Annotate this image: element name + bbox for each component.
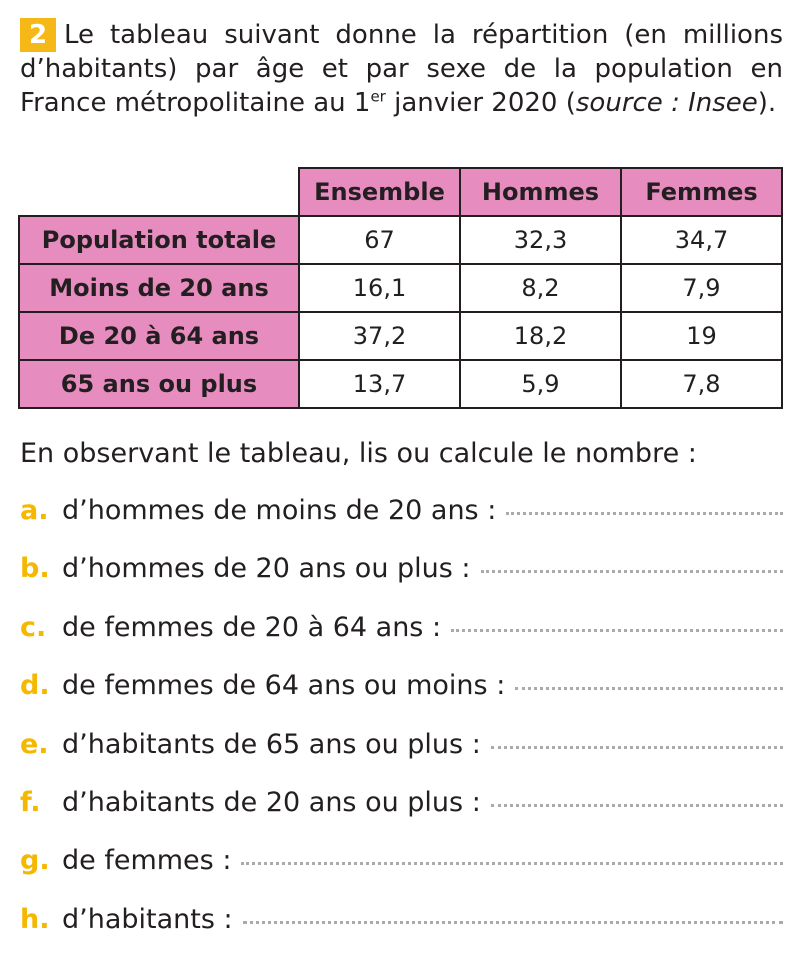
row-header: 65 ans ou plus xyxy=(18,359,300,409)
question-text: d’habitants de 65 ans ou plus : xyxy=(62,728,481,760)
question: b. d’hommes de 20 ans ou plus : xyxy=(20,553,783,611)
answer-line xyxy=(490,803,783,807)
answer-line xyxy=(515,687,783,691)
question-letter: d. xyxy=(20,670,50,702)
table-cell: 19 xyxy=(620,311,783,361)
question-text: de femmes de 64 ans ou moins : xyxy=(62,670,506,702)
row-header: Moins de 20 ans xyxy=(18,263,300,313)
question: e. d’habitants de 65 ans ou plus : xyxy=(20,729,783,787)
question: f. d’habitants de 20 ans ou plus : xyxy=(20,787,783,845)
column-header: Ensemble xyxy=(298,167,461,217)
superscript: er xyxy=(370,87,386,106)
table-cell: 18,2 xyxy=(459,311,622,361)
row-header: De 20 à 64 ans xyxy=(18,311,300,361)
question-text: de femmes de 20 à 64 ans : xyxy=(62,611,442,643)
question-letter: e. xyxy=(20,728,49,760)
data-table: Ensemble Hommes Femmes Population totale 67 3… xyxy=(18,167,783,409)
answer-line xyxy=(490,745,783,749)
row-header: Population totale xyxy=(18,215,300,265)
table-cell: 34,7 xyxy=(620,215,783,265)
table-cell: 8,2 xyxy=(459,263,622,313)
questions: a. d’hommes de moins de 20 ans : b. d’homme… xyxy=(20,495,783,962)
column-header: Femmes xyxy=(620,167,783,217)
question: a. d’hommes de moins de 20 ans : xyxy=(20,495,783,553)
header-row: Ensemble Hommes Femmes xyxy=(19,167,783,217)
question: c. de femmes de 20 à 64 ans : xyxy=(20,612,783,670)
question-text: d’hommes de moins de 20 ans : xyxy=(62,495,497,526)
table-cell: 67 xyxy=(298,215,461,265)
table-row: Population totale 67 32,3 34,7 xyxy=(18,215,783,265)
question-letter: f. xyxy=(20,786,41,818)
question-letter: h. xyxy=(20,903,50,935)
answer-line xyxy=(451,628,783,632)
table-row: Moins de 20 ans 16,1 8,2 7,9 xyxy=(18,263,783,313)
question-text: de femmes : xyxy=(62,845,232,877)
question-letter: g. xyxy=(20,845,50,877)
table-cell: 13,7 xyxy=(298,359,461,409)
table-row: De 20 à 64 ans 37,2 18,2 19 xyxy=(18,311,783,361)
source: source : Insee xyxy=(575,88,758,118)
answer-line xyxy=(480,570,783,574)
intro: 2 Le tableau suivant donne la répartition… xyxy=(20,18,783,120)
table-cell: 16,1 xyxy=(298,263,461,313)
table-row: 65 ans ou plus 13,7 5,9 7,8 xyxy=(18,359,783,409)
question-text: d’hommes de 20 ans ou plus : xyxy=(62,553,471,585)
table-cell: 37,2 xyxy=(298,311,461,361)
empty-cell xyxy=(19,168,299,216)
exercise-number: 2 xyxy=(20,18,56,52)
question-letter: c. xyxy=(20,611,47,643)
intro-text: ). xyxy=(757,88,777,118)
answer-line xyxy=(242,920,783,924)
answer-line xyxy=(506,512,783,515)
question: d. de femmes de 64 ans ou moins : xyxy=(20,670,783,728)
table-cell: 7,8 xyxy=(620,359,783,409)
table-cell: 7,9 xyxy=(620,263,783,313)
intro-text: janvier 2020 ( xyxy=(385,88,576,118)
intro-text: Le tableau suivant donne la répartition … xyxy=(20,20,783,118)
question: h. d’habitants : xyxy=(20,904,783,962)
question-text: d’habitants de 20 ans ou plus : xyxy=(62,786,481,818)
question-letter: a. xyxy=(20,495,49,526)
table-cell: 32,3 xyxy=(459,215,622,265)
prompt: En observant le tableau, lis ou calcule … xyxy=(20,438,697,469)
question-text: d’habitants : xyxy=(62,903,233,935)
question-letter: b. xyxy=(20,553,50,585)
column-header: Hommes xyxy=(459,167,622,217)
answer-line xyxy=(241,862,783,866)
table-cell: 5,9 xyxy=(459,359,622,409)
question: g. de femmes : xyxy=(20,845,783,903)
